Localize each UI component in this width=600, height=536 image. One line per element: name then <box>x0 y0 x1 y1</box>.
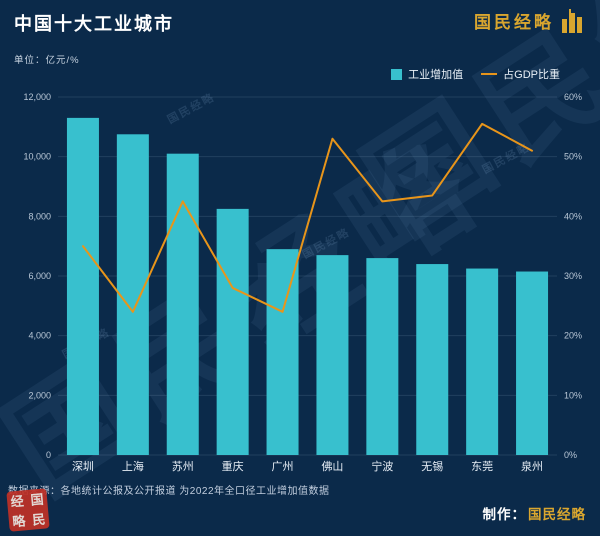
x-axis-label: 佛山 <box>321 460 343 473</box>
line-legend-swatch <box>481 73 498 75</box>
bar-深圳 <box>66 117 99 455</box>
legend-item-line: 占GDP比重 <box>481 66 560 82</box>
x-axis-label: 苏州 <box>172 460 194 473</box>
combo-chart: 0 2,000 4,000 6,000 8,000 10,000 12,000 0% 10% 20… <box>23 92 582 473</box>
left-axis-tick: 12,000 <box>23 92 51 102</box>
page-title: 中国十大工业城市 <box>14 14 174 34</box>
x-axis-label: 泉州 <box>521 459 543 473</box>
x-axis-label: 重庆 <box>222 459 244 473</box>
chart-area: 0 2,000 4,000 6,000 8,000 10,000 12,000 0% 10% 20… <box>0 84 600 484</box>
x-axis-label: 上海 <box>122 459 144 473</box>
bar-上海 <box>116 134 149 455</box>
bar-无锡 <box>416 264 449 455</box>
seal-char: 经 <box>10 492 25 509</box>
x-axis-label: 深圳 <box>72 460 94 473</box>
seal-char: 民 <box>31 511 46 528</box>
left-axis-tick: 6,000 <box>28 271 51 281</box>
legend-item-bar: 工业增加值 <box>391 66 463 82</box>
bar-苏州 <box>166 153 199 455</box>
chart-legend: 工业增加值 占GDP比重 <box>391 66 560 82</box>
right-axis-tick: 0% <box>564 450 577 460</box>
bar-广州 <box>266 249 299 455</box>
right-axis-tick: 20% <box>564 331 582 341</box>
right-axis-tick: 40% <box>564 211 582 221</box>
left-axis-tick: 2,000 <box>28 390 51 400</box>
bar-宁波 <box>366 258 399 455</box>
x-axis-label: 广州 <box>272 460 294 473</box>
seal-stamp: 经 国 略 民 <box>6 488 50 532</box>
bar-泉州 <box>516 271 549 455</box>
skyline-icon <box>560 8 586 33</box>
bar-legend-label: 工业增加值 <box>408 69 464 81</box>
seal-char: 略 <box>11 512 27 529</box>
x-axis-label: 东莞 <box>471 460 493 473</box>
right-axis-tick: 30% <box>564 271 582 281</box>
credit-label: 制作： <box>482 507 526 522</box>
brand-logo: 国民经略 <box>474 8 586 33</box>
bar-东莞 <box>466 268 499 455</box>
unit-label: 单位：亿元/% <box>14 55 80 66</box>
left-axis-tick: 8,000 <box>28 211 51 221</box>
bar-佛山 <box>316 255 349 455</box>
brand-logo-text: 国民经略 <box>474 13 554 32</box>
right-axis-tick: 50% <box>564 152 582 162</box>
bar-重庆 <box>216 208 249 455</box>
right-axis-tick: 10% <box>564 390 582 400</box>
credit-line: 制作： 国民经略 <box>483 503 587 523</box>
seal-char: 国 <box>29 491 45 508</box>
x-axis-label: 无锡 <box>421 459 443 473</box>
left-axis-tick: 10,000 <box>23 152 51 162</box>
left-axis-tick: 0 <box>46 450 51 460</box>
right-axis-tick: 60% <box>564 92 582 102</box>
gdp-share-line <box>81 122 534 313</box>
bar-legend-swatch <box>391 68 403 80</box>
data-source: 数据来源：各地统计公报及公开报道 为2022年全口径工业增加值数据 <box>8 486 330 497</box>
x-axis-label: 宁波 <box>371 459 393 473</box>
credit-name: 国民经略 <box>528 507 586 522</box>
left-axis-tick: 4,000 <box>28 331 51 341</box>
line-legend-label: 占GDP比重 <box>503 69 560 81</box>
